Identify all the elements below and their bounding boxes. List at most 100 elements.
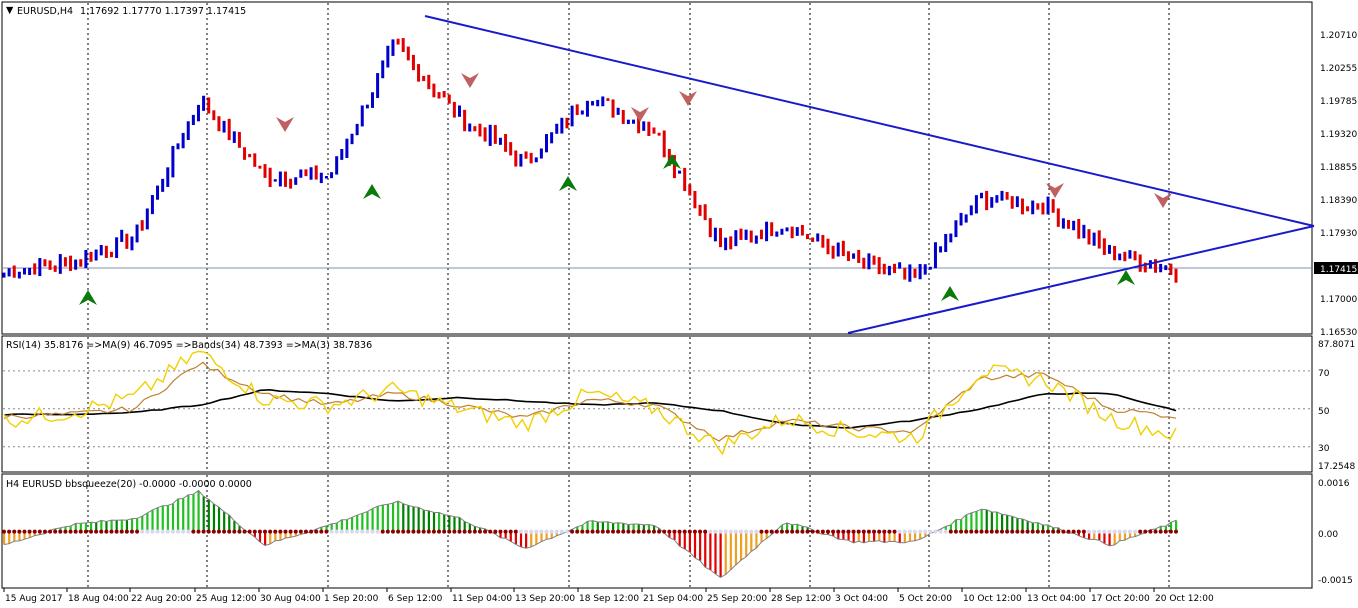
squeeze-bar <box>750 531 753 552</box>
price-bar <box>739 228 743 240</box>
price-bar <box>708 218 712 238</box>
price-bar <box>816 233 820 242</box>
squeeze-dot <box>785 529 790 534</box>
squeeze-dot <box>641 529 646 534</box>
squeeze-dot <box>912 529 917 534</box>
squeeze-bar <box>883 531 886 543</box>
price-bar <box>309 167 313 180</box>
squeeze-bar <box>356 515 359 532</box>
price-bar <box>683 167 687 192</box>
squeeze-dot <box>728 529 733 534</box>
squeeze-dot <box>488 529 493 534</box>
squeeze-bar <box>233 520 236 532</box>
squeeze-bar <box>125 520 129 532</box>
collapse-triangle-icon[interactable]: ▼ <box>6 5 14 16</box>
price-bar <box>713 227 717 242</box>
squeeze-dot <box>396 529 401 534</box>
squeeze-dot <box>948 529 953 534</box>
price-bar <box>406 46 410 61</box>
price-bar <box>785 227 789 232</box>
squeeze-bar <box>177 498 180 532</box>
buy-arrow-icon <box>79 290 97 305</box>
rsi-axis: 87.8071 70 50 30 17.2548 <box>1318 340 1355 472</box>
price-bar <box>1005 191 1009 200</box>
price-bar <box>488 124 492 146</box>
squeeze-bar <box>647 524 651 532</box>
price-bar <box>186 121 190 140</box>
price-bar <box>544 134 548 153</box>
squeeze-tick: 0.0016 <box>1318 479 1350 489</box>
squeeze-dot <box>1076 529 1081 534</box>
squeeze-dot <box>769 529 774 534</box>
squeeze-dot <box>365 529 370 534</box>
price-bar <box>836 242 840 257</box>
squeeze-dot <box>257 529 262 534</box>
squeeze-bar <box>632 524 635 532</box>
price-bar <box>283 171 287 187</box>
price-bar <box>1174 268 1178 283</box>
upper-trendline[interactable] <box>424 15 1315 227</box>
price-tick: 1.18390 <box>1320 196 1357 206</box>
price-tick: 1.19785 <box>1320 97 1357 107</box>
squeeze-dot <box>779 529 784 534</box>
price-bar <box>340 149 344 160</box>
squeeze-bar <box>3 531 6 545</box>
squeeze-bar <box>171 503 175 532</box>
price-bar <box>130 236 134 251</box>
squeeze-bar <box>141 516 144 532</box>
price-bar <box>294 177 298 185</box>
price-bar <box>427 74 431 90</box>
squeeze-dot <box>109 529 114 534</box>
squeeze-bar <box>192 494 195 532</box>
squeeze-bar <box>704 531 707 568</box>
price-bar <box>1056 208 1060 227</box>
price-bar <box>243 147 247 160</box>
price-bar <box>1169 263 1173 275</box>
price-bar <box>483 127 487 142</box>
price-bar <box>335 156 339 175</box>
squeeze-bar <box>837 531 840 540</box>
squeeze-dot <box>590 529 595 534</box>
price-bar <box>1133 251 1137 261</box>
price-axis: 1.20710 1.20255 1.19785 1.19320 1.18855 … <box>1320 31 1357 338</box>
price-tick: 1.20710 <box>1320 31 1357 41</box>
squeeze-dot <box>1133 529 1138 534</box>
squeeze-dot <box>1138 529 1143 534</box>
squeeze-bar <box>1103 531 1106 544</box>
time-label: 25 Aug 12:00 <box>196 594 257 604</box>
buy-arrow-icon <box>363 184 381 199</box>
squeeze-dot <box>657 529 662 534</box>
squeeze-bar <box>1113 531 1116 545</box>
squeeze-title: H4 EURUSD bbsqueeze(20) -0.0000 -0.0000 … <box>6 479 252 490</box>
squeeze-dot <box>406 529 411 534</box>
squeeze-bar <box>335 523 338 532</box>
squeeze-bar <box>161 505 164 532</box>
squeeze-dot <box>222 529 227 534</box>
price-bar <box>693 190 697 209</box>
squeeze-bar <box>1006 515 1009 532</box>
lower-trendline[interactable] <box>847 225 1315 334</box>
squeeze-dot <box>114 529 119 534</box>
squeeze-dot <box>1158 529 1163 534</box>
squeeze-dot <box>856 529 861 534</box>
price-bar <box>191 114 195 126</box>
squeeze-dot <box>984 529 989 534</box>
squeeze-dot <box>1148 529 1153 534</box>
price-bar <box>33 263 37 275</box>
squeeze-bar <box>724 531 727 575</box>
price-bar <box>89 251 93 262</box>
squeeze-dot <box>48 529 53 534</box>
price-bar <box>498 137 502 145</box>
squeeze-dot <box>897 529 902 534</box>
squeeze-dot <box>549 529 554 534</box>
squeeze-bar <box>438 512 441 532</box>
squeeze-bar <box>1021 519 1024 532</box>
squeeze-bar <box>530 531 533 547</box>
squeeze-dot <box>462 529 467 534</box>
squeeze-bar <box>397 501 400 532</box>
price-bar <box>468 123 472 132</box>
price-bar <box>841 240 845 257</box>
squeeze-bar <box>8 531 11 544</box>
